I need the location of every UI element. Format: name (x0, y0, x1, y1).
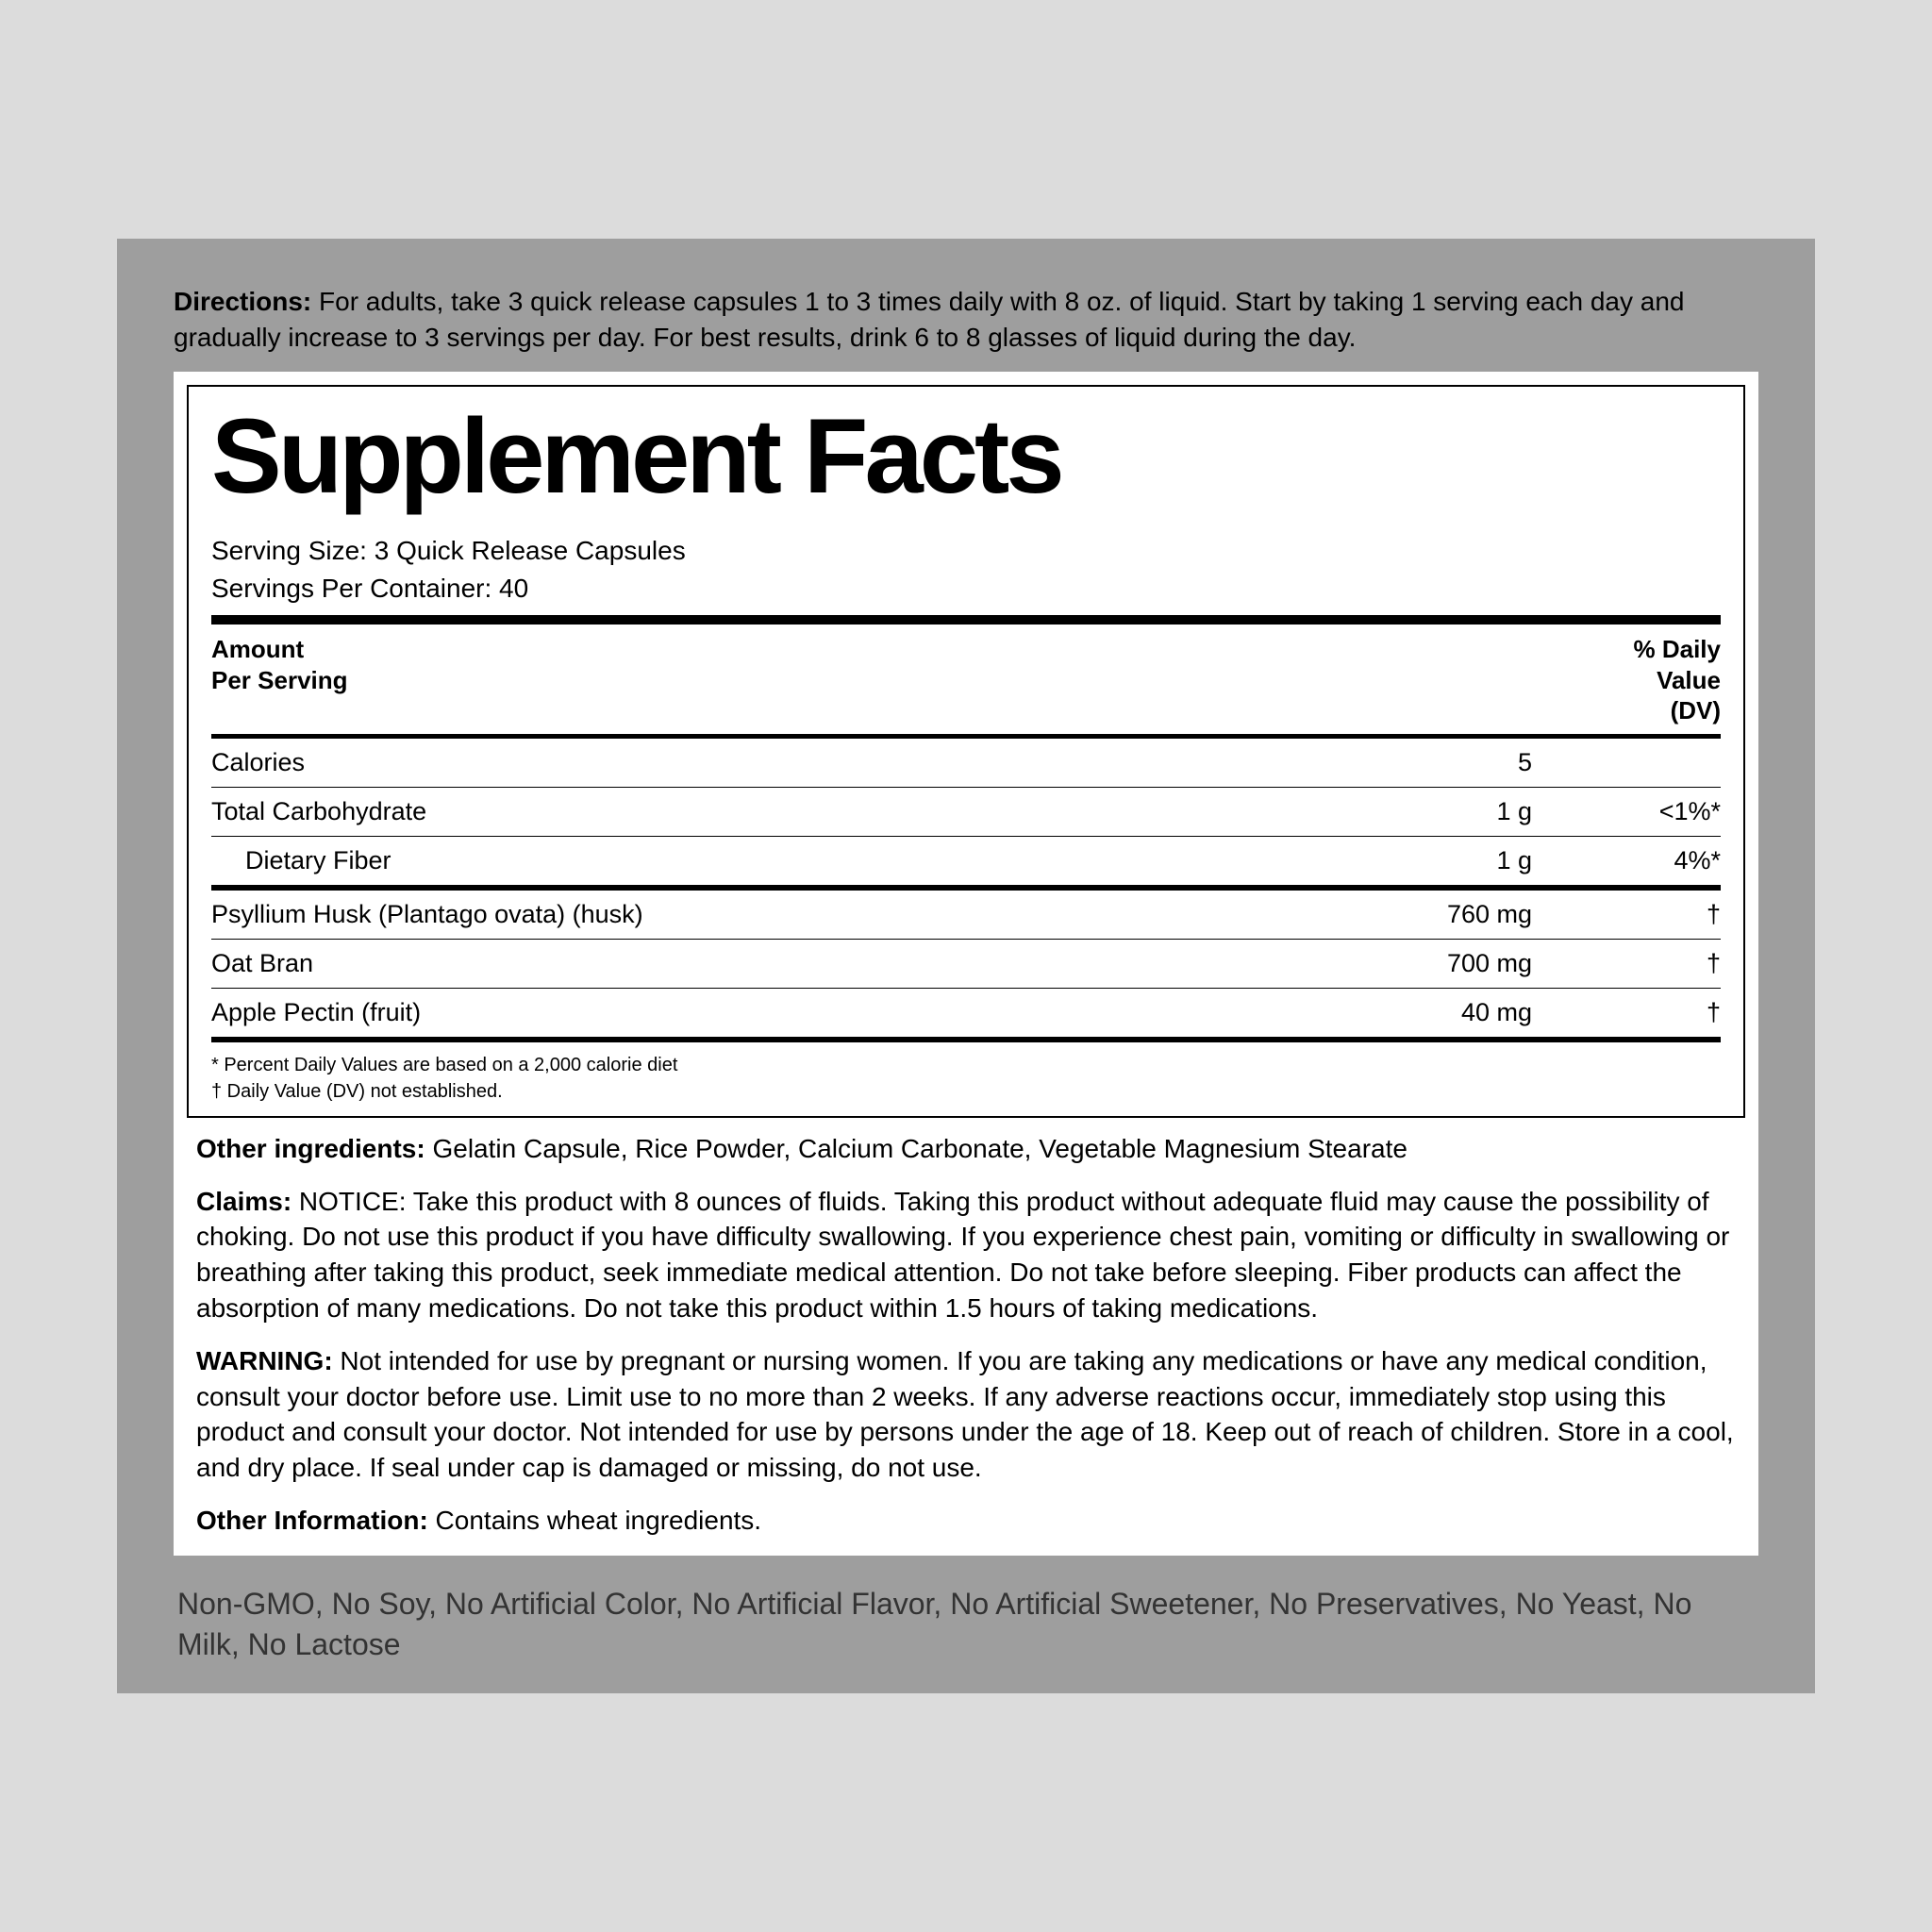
nutrient-amount: 760 mg (1419, 900, 1589, 929)
nutrient-name: Apple Pectin (fruit) (211, 998, 1419, 1027)
free-from-claims: Non-GMO, No Soy, No Artificial Color, No… (174, 1576, 1758, 1665)
nutrient-rows: Calories5Total Carbohydrate1 g<1%*Dietar… (211, 739, 1721, 1042)
nutrient-row: Calories5 (211, 739, 1721, 787)
facts-card: Supplement Facts Serving Size: 3 Quick R… (174, 372, 1758, 1555)
directions-section: Directions: For adults, take 3 quick rel… (174, 284, 1758, 356)
facts-title: Supplement Facts (211, 404, 1721, 509)
claims: Claims: NOTICE: Take this product with 8… (196, 1184, 1736, 1326)
nutrient-name: Total Carbohydrate (211, 797, 1419, 826)
nutrient-dv: 4%* (1589, 846, 1721, 875)
nutrient-dv: † (1589, 998, 1721, 1027)
supplement-facts-box: Supplement Facts Serving Size: 3 Quick R… (187, 385, 1745, 1118)
nutrient-amount: 5 (1419, 748, 1589, 777)
header-dv: % Daily Value (DV) (1634, 634, 1722, 726)
serving-size: Serving Size: 3 Quick Release Capsules (211, 536, 1721, 566)
other-ingredients: Other ingredients: Gelatin Capsule, Rice… (196, 1131, 1736, 1167)
nutrient-name: Psyllium Husk (Plantago ovata) (husk) (211, 900, 1419, 929)
nutrient-row: Total Carbohydrate1 g<1%* (211, 788, 1721, 836)
below-facts: Other ingredients: Gelatin Capsule, Rice… (187, 1118, 1745, 1539)
nutrient-dv: † (1589, 900, 1721, 929)
servings-per-container: Servings Per Container: 40 (211, 574, 1721, 604)
nutrient-amount: 700 mg (1419, 949, 1589, 978)
nutrient-name: Oat Bran (211, 949, 1419, 978)
table-header: Amount Per Serving % Daily Value (DV) (211, 625, 1721, 739)
nutrient-dv: <1%* (1589, 797, 1721, 826)
footnote-dagger: † Daily Value (DV) not established. (211, 1078, 1721, 1105)
thick-rule (211, 615, 1721, 625)
nutrient-dv: † (1589, 949, 1721, 978)
nutrient-row: Dietary Fiber1 g4%* (211, 837, 1721, 885)
header-amount: Amount Per Serving (211, 634, 348, 726)
nutrient-name: Calories (211, 748, 1419, 777)
nutrient-row: Psyllium Husk (Plantago ovata) (husk)760… (211, 891, 1721, 939)
nutrient-row: Oat Bran700 mg† (211, 940, 1721, 988)
nutrient-amount: 40 mg (1419, 998, 1589, 1027)
nutrient-amount: 1 g (1419, 797, 1589, 826)
nutrient-amount: 1 g (1419, 846, 1589, 875)
directions-label: Directions: (174, 287, 311, 316)
footnotes: * Percent Daily Values are based on a 2,… (211, 1042, 1721, 1105)
warning: WARNING: Not intended for use by pregnan… (196, 1343, 1736, 1486)
directions-text: For adults, take 3 quick release capsule… (174, 287, 1684, 352)
nutrient-row: Apple Pectin (fruit)40 mg† (211, 989, 1721, 1037)
label-panel: Directions: For adults, take 3 quick rel… (117, 239, 1815, 1693)
other-information: Other Information: Contains wheat ingred… (196, 1503, 1736, 1539)
footnote-asterisk: * Percent Daily Values are based on a 2,… (211, 1052, 1721, 1078)
nutrient-name: Dietary Fiber (211, 846, 1419, 875)
